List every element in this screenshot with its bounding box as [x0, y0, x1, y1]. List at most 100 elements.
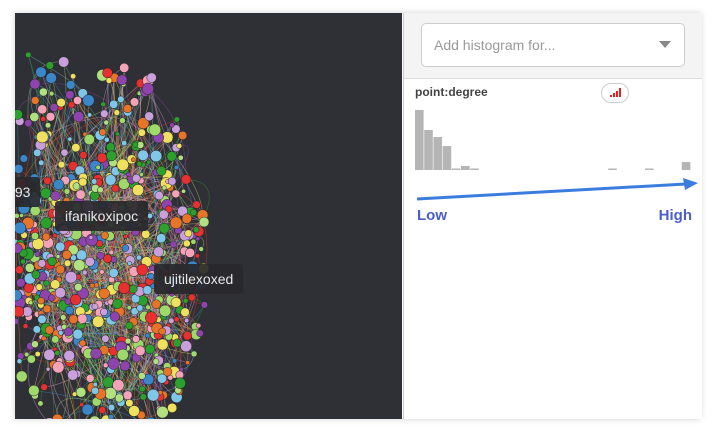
- node-label[interactable]: ujitilexoxed: [154, 264, 244, 294]
- graph-node[interactable]: [98, 128, 107, 136]
- graph-node[interactable]: [136, 160, 143, 167]
- graph-node[interactable]: [156, 405, 169, 419]
- graph-node[interactable]: [111, 184, 120, 193]
- graph-node[interactable]: [79, 151, 88, 160]
- graph-node[interactable]: [167, 402, 178, 413]
- graph-node[interactable]: [132, 141, 139, 148]
- graph-node[interactable]: [64, 306, 74, 315]
- graph-node[interactable]: [123, 234, 128, 239]
- graph-node[interactable]: [116, 158, 129, 171]
- graph-node[interactable]: [15, 370, 28, 383]
- graph-node[interactable]: [28, 384, 40, 397]
- graph-node[interactable]: [37, 104, 48, 115]
- graph-node[interactable]: [31, 237, 44, 250]
- graph-node[interactable]: [52, 233, 58, 239]
- graph-node[interactable]: [37, 297, 45, 305]
- graph-node[interactable]: [91, 178, 98, 185]
- graph-node[interactable]: [100, 101, 106, 107]
- graph-node[interactable]: [92, 381, 98, 387]
- graph-node[interactable]: [104, 387, 117, 400]
- graph-node[interactable]: [15, 213, 20, 219]
- graph-node[interactable]: [51, 335, 60, 344]
- graph-node[interactable]: [192, 200, 201, 209]
- graph-node[interactable]: [48, 294, 56, 302]
- graph-node[interactable]: [25, 51, 32, 58]
- graph-node[interactable]: [169, 216, 183, 229]
- graph-node[interactable]: [170, 297, 182, 308]
- graph-node[interactable]: [109, 311, 120, 322]
- histogram-bar[interactable]: [608, 168, 617, 171]
- graph-node[interactable]: [174, 377, 186, 389]
- graph-node[interactable]: [87, 112, 93, 118]
- graph-node[interactable]: [41, 335, 47, 342]
- graph-node[interactable]: [70, 294, 82, 306]
- graph-node[interactable]: [15, 265, 24, 275]
- histogram-bar[interactable]: [645, 168, 654, 171]
- graph-node[interactable]: [139, 172, 144, 177]
- graph-node[interactable]: [123, 104, 133, 114]
- graph-node[interactable]: [108, 413, 114, 419]
- graph-node[interactable]: [169, 122, 175, 128]
- graph-node[interactable]: [45, 112, 56, 122]
- graph-node[interactable]: [37, 259, 47, 268]
- graph-node[interactable]: [101, 334, 110, 343]
- graph-node[interactable]: [119, 62, 130, 73]
- graph-node[interactable]: [106, 150, 117, 162]
- graph-node[interactable]: [72, 328, 84, 340]
- node-label[interactable]: .93: [15, 177, 41, 207]
- graph-node[interactable]: [118, 178, 130, 190]
- graph-node[interactable]: [153, 246, 164, 258]
- graph-node[interactable]: [24, 119, 33, 128]
- graph-node[interactable]: [63, 188, 71, 195]
- graph-node[interactable]: [61, 250, 72, 260]
- node-label[interactable]: ifanikoxipoc: [55, 201, 149, 231]
- graph-node[interactable]: [135, 345, 146, 356]
- graph-node[interactable]: [44, 325, 54, 335]
- graph-node[interactable]: [196, 329, 204, 338]
- graph-node[interactable]: [73, 96, 82, 105]
- graph-node[interactable]: [158, 209, 169, 220]
- graph-node[interactable]: [50, 190, 61, 201]
- graph-node[interactable]: [24, 263, 35, 273]
- graph-node[interactable]: [32, 325, 41, 334]
- graph-node[interactable]: [22, 323, 29, 329]
- graph-node[interactable]: [89, 282, 95, 289]
- graph-node[interactable]: [157, 373, 167, 384]
- graph-node[interactable]: [190, 238, 197, 245]
- graph-node[interactable]: [184, 317, 190, 323]
- graph-node[interactable]: [78, 177, 88, 187]
- graph-node[interactable]: [172, 338, 182, 348]
- graph-node[interactable]: [95, 164, 101, 170]
- graph-node[interactable]: [15, 164, 24, 174]
- graph-node[interactable]: [181, 213, 192, 224]
- graph-node[interactable]: [91, 386, 100, 395]
- graph-node[interactable]: [54, 287, 66, 299]
- graph-node[interactable]: [79, 339, 87, 347]
- graph-node[interactable]: [49, 103, 59, 112]
- graph-node[interactable]: [121, 140, 128, 147]
- graph-node[interactable]: [37, 400, 44, 407]
- graph-node[interactable]: [109, 99, 119, 109]
- graph-node[interactable]: [63, 350, 75, 362]
- graph-node[interactable]: [104, 174, 117, 186]
- graph-node[interactable]: [58, 330, 64, 336]
- graph-node[interactable]: [142, 285, 153, 295]
- graph-node[interactable]: [20, 258, 26, 265]
- graph-node[interactable]: [192, 226, 200, 233]
- graph-node[interactable]: [146, 388, 160, 402]
- graph-node[interactable]: [63, 327, 73, 337]
- graph-node[interactable]: [102, 362, 109, 369]
- histogram-bar[interactable]: [451, 168, 461, 171]
- histogram-bar[interactable]: [681, 162, 691, 170]
- graph-node[interactable]: [158, 327, 166, 336]
- graph-node[interactable]: [137, 128, 146, 137]
- graph-node[interactable]: [60, 314, 67, 321]
- graph-node[interactable]: [148, 123, 162, 137]
- graph-node[interactable]: [31, 232, 39, 240]
- graph-node[interactable]: [181, 188, 186, 194]
- graph-node[interactable]: [102, 376, 114, 388]
- graph-node[interactable]: [141, 82, 154, 95]
- graph-node[interactable]: [141, 229, 151, 239]
- graph-node[interactable]: [53, 179, 65, 191]
- graph-node[interactable]: [182, 297, 189, 304]
